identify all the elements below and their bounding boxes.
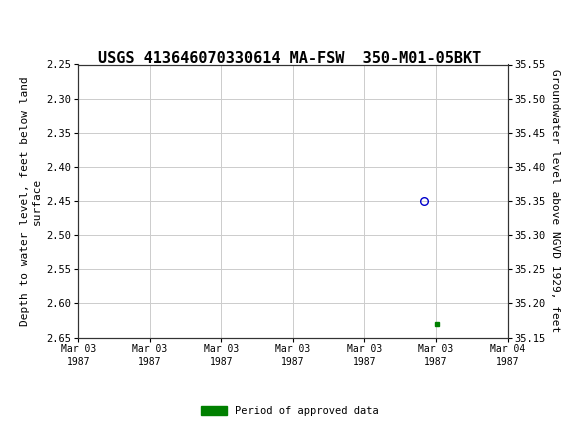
Text: USGS 413646070330614 MA-FSW  350-M01-05BKT: USGS 413646070330614 MA-FSW 350-M01-05BK… (99, 51, 481, 65)
Y-axis label: Groundwater level above NGVD 1929, feet: Groundwater level above NGVD 1929, feet (550, 69, 560, 333)
Legend: Period of approved data: Period of approved data (197, 402, 383, 421)
Y-axis label: Depth to water level, feet below land
surface: Depth to water level, feet below land su… (20, 76, 42, 326)
Text: USGS: USGS (61, 14, 112, 31)
